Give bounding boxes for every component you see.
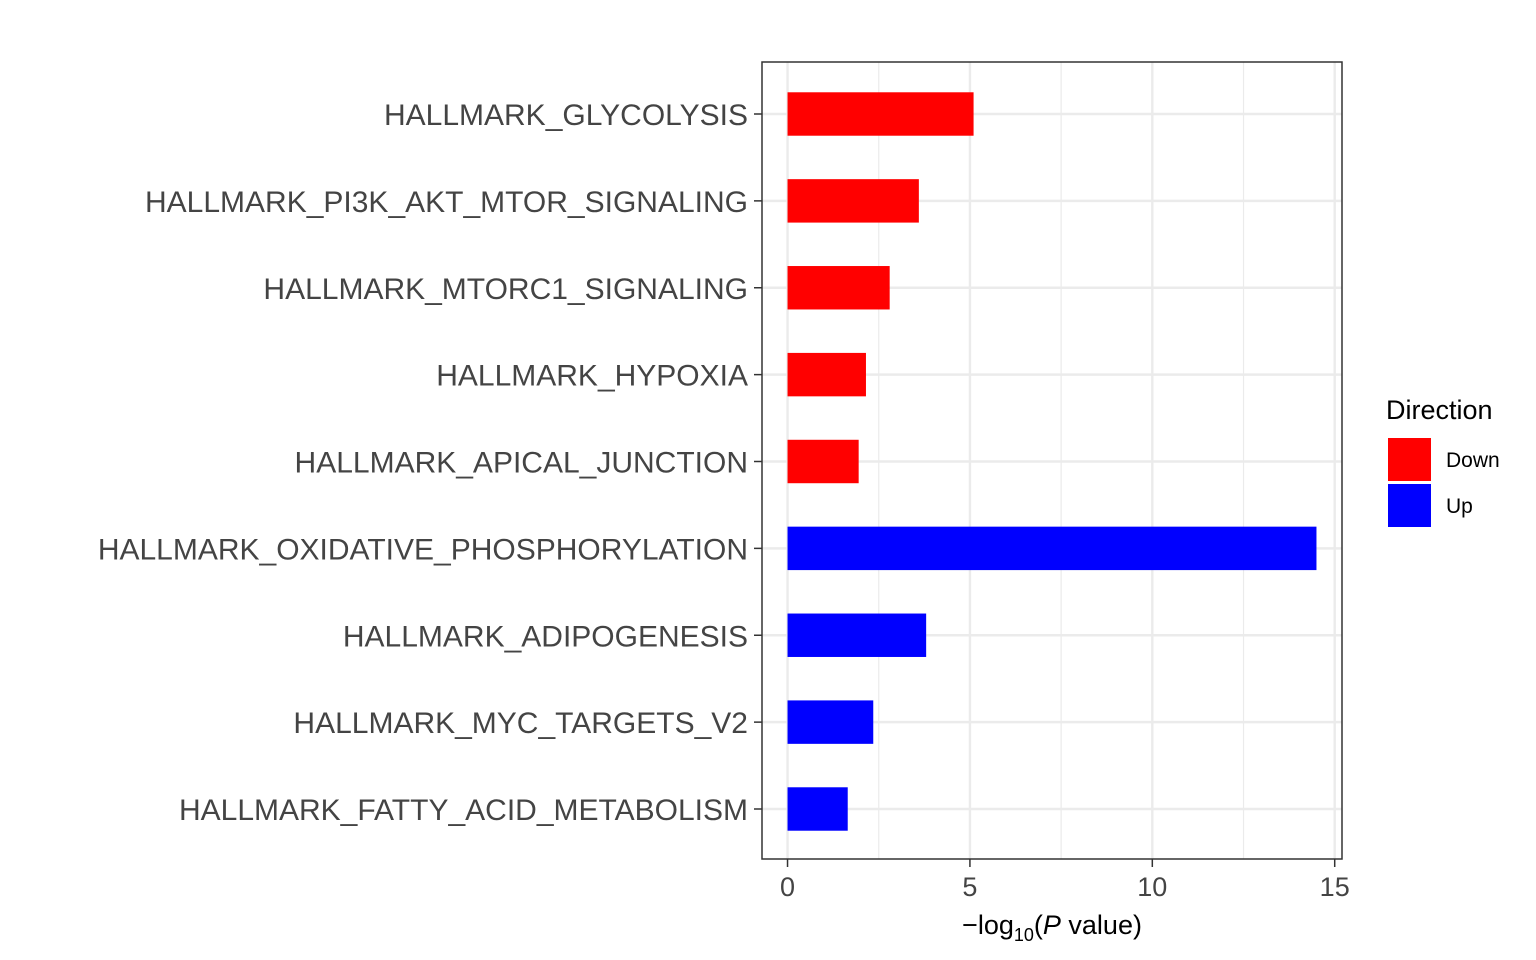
x-tick-label: 0	[780, 872, 795, 902]
category-label: HALLMARK_FATTY_ACID_METABOLISM	[179, 794, 748, 827]
category-label: HALLMARK_ADIPOGENESIS	[343, 620, 748, 653]
bar	[787, 179, 919, 223]
bar	[787, 266, 890, 310]
x-tick-label: 10	[1137, 872, 1167, 902]
bar	[787, 700, 874, 744]
bar	[787, 352, 866, 397]
legend-label: Down	[1446, 449, 1500, 472]
x-tick-label: 15	[1320, 872, 1350, 902]
bar	[787, 92, 974, 136]
bar	[787, 613, 927, 657]
legend-label: Up	[1446, 495, 1473, 518]
bar	[787, 439, 859, 484]
panel-border	[761, 61, 1343, 860]
legend-title: Direction	[1386, 395, 1493, 425]
category-label: HALLMARK_APICAL_JUNCTION	[295, 447, 748, 480]
category-label: HALLMARK_PI3K_AKT_MTOR_SIGNALING	[145, 186, 748, 219]
x-axis: 0 5 10 15	[780, 859, 1350, 902]
x-axis-title: −log10(P value)	[962, 910, 1142, 945]
bars	[787, 92, 1317, 831]
category-label: HALLMARK_HYPOXIA	[436, 360, 748, 393]
legend-key-down	[1388, 438, 1431, 481]
legend-key-up	[1388, 484, 1431, 527]
bar	[787, 787, 848, 831]
bar	[787, 526, 1317, 571]
legend: Direction Down Up	[1386, 395, 1500, 527]
category-label: HALLMARK_GLYCOLYSIS	[384, 99, 748, 132]
category-label: HALLMARK_MTORC1_SIGNALING	[263, 273, 748, 306]
category-label: HALLMARK_MYC_TARGETS_V2	[293, 707, 748, 740]
category-label: HALLMARK_OXIDATIVE_PHOSPHORYLATION	[98, 533, 748, 566]
y-axis: HALLMARK_GLYCOLYSIS HALLMARK_PI3K_AKT_MTO…	[98, 99, 762, 827]
x-tick-label: 5	[962, 872, 977, 902]
